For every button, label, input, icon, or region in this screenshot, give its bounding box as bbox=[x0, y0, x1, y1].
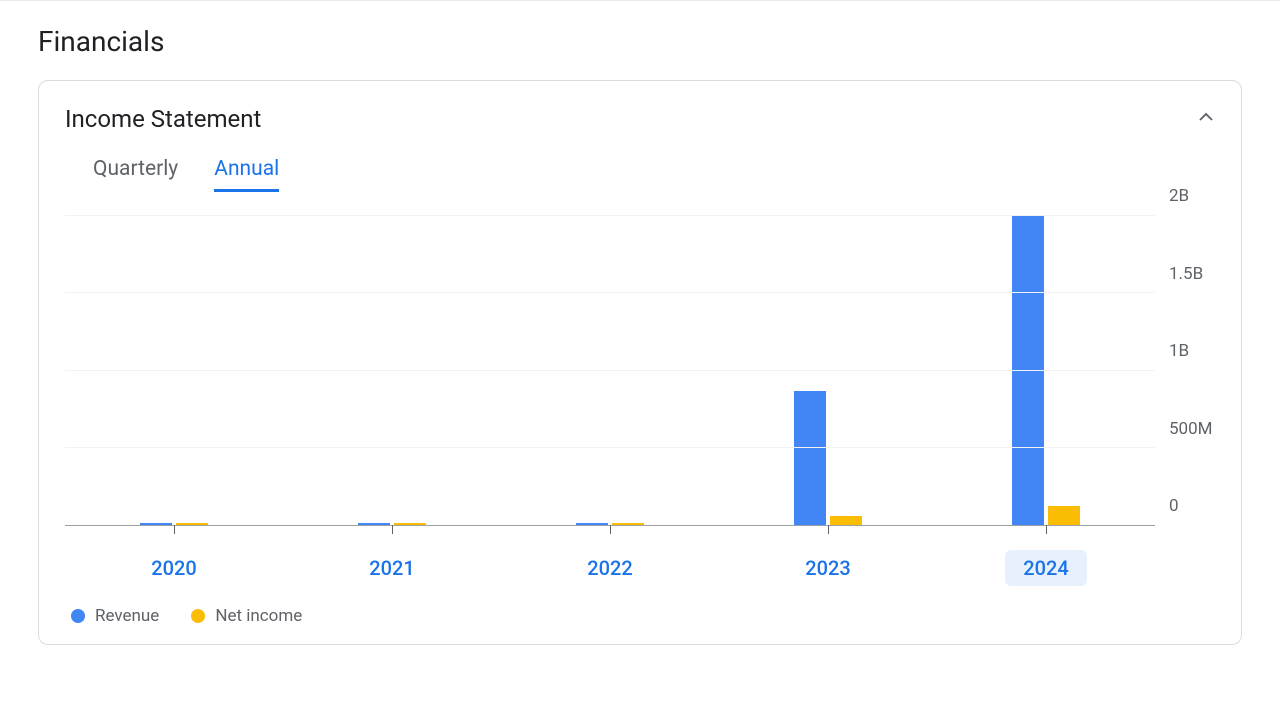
y-tick-label: 500M bbox=[1169, 419, 1213, 439]
period-tabs: Quarterly Annual bbox=[65, 157, 1215, 192]
net_income-bar[interactable] bbox=[612, 523, 644, 525]
revenue-bar[interactable] bbox=[1012, 216, 1044, 525]
x-label-cell: 2021 bbox=[283, 550, 501, 586]
page-title: Financials bbox=[38, 25, 1242, 58]
grid-line bbox=[65, 215, 1155, 216]
y-tick-label: 2B bbox=[1169, 186, 1189, 206]
x-label[interactable]: 2023 bbox=[787, 550, 868, 586]
revenue-bar[interactable] bbox=[794, 391, 826, 525]
net_income-bar[interactable] bbox=[830, 516, 862, 525]
grid-line bbox=[65, 447, 1155, 448]
x-tick bbox=[610, 525, 611, 534]
revenue-bar[interactable] bbox=[140, 523, 172, 525]
net_income-bar[interactable] bbox=[176, 523, 208, 525]
x-axis-labels: 2020 2021 2022 2023 2024 bbox=[65, 550, 1215, 586]
legend-item-revenue[interactable]: Revenue bbox=[71, 606, 159, 626]
revenue-bar[interactable] bbox=[358, 523, 390, 525]
bar-group bbox=[937, 216, 1155, 525]
y-axis: 2B1.5B1B500M0 bbox=[1155, 216, 1215, 526]
chevron-up-icon bbox=[1197, 108, 1215, 126]
chart-legend: Revenue Net income bbox=[65, 606, 1215, 626]
grid-line bbox=[65, 292, 1155, 293]
x-label[interactable]: 2022 bbox=[569, 550, 650, 586]
x-label-cell: 2020 bbox=[65, 550, 283, 586]
card-title: Income Statement bbox=[65, 105, 261, 133]
chart-plot-area bbox=[65, 216, 1155, 526]
tab-annual[interactable]: Annual bbox=[214, 157, 279, 192]
x-label[interactable]: 2020 bbox=[133, 550, 214, 586]
bar-group bbox=[65, 216, 283, 525]
x-label[interactable]: 2021 bbox=[351, 550, 432, 586]
tab-quarterly[interactable]: Quarterly bbox=[93, 157, 178, 192]
revenue-bar[interactable] bbox=[576, 523, 608, 525]
x-label-cell: 2023 bbox=[719, 550, 937, 586]
x-tick bbox=[174, 525, 175, 534]
x-tick bbox=[1046, 525, 1047, 534]
grid-line bbox=[65, 370, 1155, 371]
bar-group bbox=[719, 216, 937, 525]
y-tick-label: 1B bbox=[1169, 341, 1189, 361]
x-tick bbox=[392, 525, 393, 534]
bar-group bbox=[283, 216, 501, 525]
legend-item-net_income[interactable]: Net income bbox=[191, 606, 302, 626]
legend-dot-icon bbox=[191, 609, 205, 623]
collapse-button[interactable] bbox=[1197, 108, 1215, 130]
x-label-cell: 2024 bbox=[937, 550, 1155, 586]
x-tick bbox=[828, 525, 829, 534]
x-label[interactable]: 2024 bbox=[1005, 550, 1086, 586]
net_income-bar[interactable] bbox=[1048, 506, 1080, 525]
net_income-bar[interactable] bbox=[394, 523, 426, 525]
card-header: Income Statement bbox=[65, 105, 1215, 133]
legend-label: Revenue bbox=[95, 606, 159, 626]
legend-dot-icon bbox=[71, 609, 85, 623]
income-chart: 2B1.5B1B500M0 bbox=[65, 216, 1215, 526]
income-statement-card: Income Statement Quarterly Annual 2B 1.5B 1… bbox=[38, 80, 1242, 645]
bar-group bbox=[501, 216, 719, 525]
legend-label: Net income bbox=[215, 606, 302, 626]
y-tick-label: 1.5B bbox=[1169, 264, 1203, 284]
x-label-cell: 2022 bbox=[501, 550, 719, 586]
y-tick-label: 0 bbox=[1169, 496, 1179, 516]
